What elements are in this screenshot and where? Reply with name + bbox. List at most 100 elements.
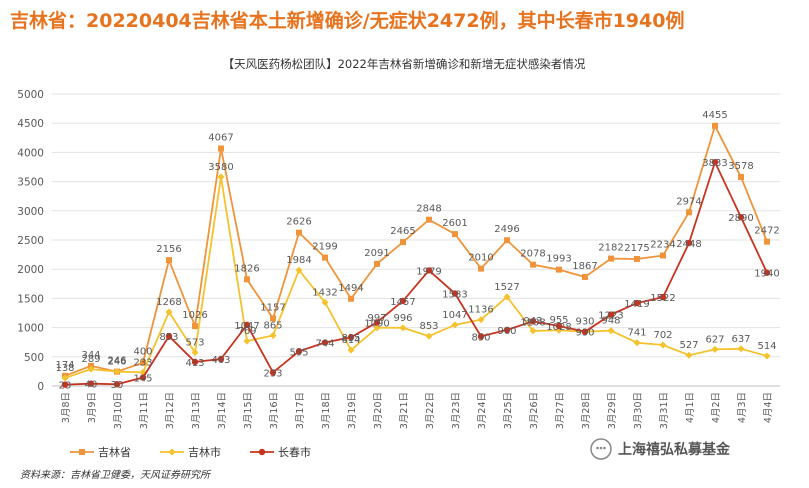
data-point [660,252,666,259]
chart-title: 【天风医药杨松团队】2022年吉林省新增确诊和新增无症状感染者情况 [223,57,586,71]
x-tick-label: 3月15日 [243,392,254,429]
data-point [711,158,719,166]
x-tick-label: 3月11日 [139,392,150,429]
y-tick-label: 3000 [17,206,44,218]
data-label: 3580 [208,162,233,173]
data-label: 1047 [442,310,467,321]
data-point [347,334,355,341]
data-label: 850 [471,332,490,343]
data-point [529,318,537,325]
data-label: 769 [237,326,256,337]
data-label: 233 [263,368,282,379]
data-point [763,352,771,360]
y-tick-label: 0 [37,381,44,393]
y-tick-label: 2000 [17,264,44,276]
legend: 吉林省 吉林市 长春市 [70,445,311,459]
data-label: 527 [679,340,698,351]
data-label: 400 [133,347,152,358]
data-point [165,308,173,316]
data-point [711,345,719,353]
data-point [581,328,589,335]
data-label: 2601 [442,218,467,229]
data-point [244,276,250,283]
data-point [582,273,588,280]
data-point [295,348,303,355]
x-tick-label: 4月2日 [711,392,722,423]
data-point [348,295,354,302]
data-label: 1090 [364,318,389,329]
data-point [191,358,199,366]
data-point [607,327,615,335]
data-label: 614 [341,335,360,346]
data-label: 23 [59,381,72,392]
data-point [139,374,147,381]
x-tick-label: 3月30日 [633,392,644,429]
data-label: 3833 [702,158,727,169]
x-tick-label: 3月20日 [373,392,384,429]
data-point [608,255,614,262]
data-point [218,145,224,152]
data-label: 1527 [494,282,519,293]
x-tick-label: 3月16日 [269,392,280,429]
data-point [87,365,95,373]
y-tick-label: 4500 [17,118,44,130]
data-labels: 174 344 246 400 2156 1026 4067 1826 1157 2626 2199… [55,110,779,392]
x-tick-label: 3月26日 [529,392,540,429]
data-point [269,331,277,339]
x-tick-label: 4月1日 [685,392,696,423]
data-point [269,369,277,376]
series-line [64,123,768,377]
data-label: 741 [627,328,646,339]
data-label: 1984 [286,255,311,266]
data-point [659,341,667,349]
data-point [685,351,693,359]
data-label: 1993 [546,254,571,265]
wechat-icon [590,438,612,460]
data-label: 865 [263,320,282,331]
series-group [61,122,771,388]
x-tick-label: 3月22日 [425,392,436,429]
data-label: 1157 [260,302,285,313]
series-line [64,159,768,386]
series-line [64,176,768,379]
data-point [659,293,667,301]
data-point [451,321,459,329]
data-point [763,269,771,276]
data-label: 1494 [338,283,363,294]
data-label: 1522 [650,293,675,304]
x-tick-label: 3月21日 [399,392,410,429]
y-tick-label: 1500 [17,293,44,305]
data-point [373,324,381,332]
data-label: 2448 [676,239,701,250]
x-tick-label: 3月23日 [451,392,462,429]
x-tick-label: 3月12日 [165,392,176,429]
x-tick-label: 3月25日 [503,392,514,429]
data-label: 1047 [234,321,259,332]
data-label: 463 [211,355,230,366]
legend-label: 吉林市 [188,445,221,459]
data-label: 344 [81,350,100,361]
x-tick-label: 3月13日 [191,392,202,429]
y-axis: 0 500 1000 1500 2000 2500 3000 3500 4000 4500 5000 [17,89,44,393]
data-point [555,322,563,330]
data-label: 1026 [182,310,207,321]
data-point [140,359,146,366]
data-label: 145 [133,374,152,385]
data-point [477,333,485,340]
data-label: 413 [185,358,204,369]
y-tick-label: 500 [24,352,44,364]
x-tick-label: 3月29日 [607,392,618,429]
data-label: 2156 [156,244,181,255]
data-label: 1419 [624,299,649,310]
x-tick-label: 3月14日 [217,392,228,429]
data-label: 2496 [494,224,519,235]
data-point [633,299,641,307]
data-point [530,261,536,268]
data-point [347,346,355,354]
x-tick-label: 4月3日 [737,392,748,423]
data-label: 4455 [702,110,727,121]
data-label: 2175 [624,243,649,254]
data-point [113,368,121,376]
data-point [321,298,329,306]
